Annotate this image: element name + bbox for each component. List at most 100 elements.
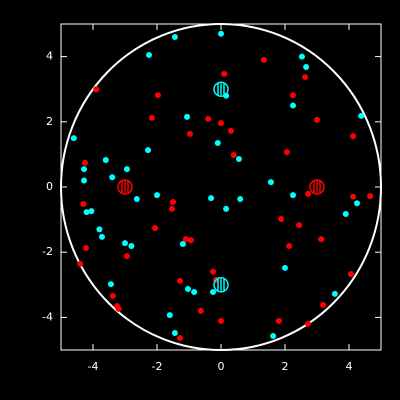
point xyxy=(179,241,186,248)
point xyxy=(347,271,354,278)
x-tick-label: -2 xyxy=(152,360,163,373)
point xyxy=(227,127,234,134)
point xyxy=(298,53,305,60)
point xyxy=(109,174,116,181)
point xyxy=(218,30,224,37)
point xyxy=(278,215,285,222)
point xyxy=(208,195,215,202)
point xyxy=(102,156,109,163)
point xyxy=(282,264,288,271)
point xyxy=(93,86,100,93)
point xyxy=(80,200,87,207)
x-tick-label: 0 xyxy=(218,360,225,373)
point xyxy=(184,113,191,120)
point xyxy=(305,320,312,327)
point xyxy=(302,74,309,81)
special-marker xyxy=(213,277,229,293)
point xyxy=(191,288,198,295)
point xyxy=(320,302,327,309)
point xyxy=(270,332,277,339)
point xyxy=(205,115,212,122)
point xyxy=(223,205,230,212)
point xyxy=(82,244,89,251)
point xyxy=(303,64,310,71)
point xyxy=(318,236,325,243)
point xyxy=(331,290,338,297)
point xyxy=(154,192,160,199)
point xyxy=(182,236,189,243)
point xyxy=(350,133,357,140)
point xyxy=(283,149,290,156)
plot-frame xyxy=(60,23,382,351)
y-tick-label: -4 xyxy=(42,310,53,323)
point xyxy=(83,209,90,216)
point xyxy=(77,260,84,267)
point xyxy=(146,51,152,58)
point xyxy=(275,317,282,324)
point xyxy=(177,277,184,284)
point xyxy=(128,243,135,250)
point xyxy=(290,92,296,99)
point xyxy=(109,292,116,299)
point xyxy=(314,116,320,123)
point xyxy=(218,120,224,127)
point xyxy=(82,159,88,166)
point xyxy=(367,193,374,200)
y-tick-label: -2 xyxy=(42,245,53,258)
point xyxy=(133,196,140,203)
point xyxy=(290,192,296,199)
point xyxy=(154,92,161,99)
y-tick-label: 2 xyxy=(46,115,53,128)
special-marker xyxy=(309,179,325,195)
point xyxy=(197,307,204,314)
point xyxy=(152,225,159,232)
point xyxy=(350,193,357,200)
point xyxy=(96,226,103,233)
point xyxy=(237,196,244,203)
point xyxy=(210,268,216,275)
point xyxy=(122,240,128,247)
point xyxy=(286,243,293,250)
point xyxy=(123,253,130,260)
x-tick-label: 2 xyxy=(282,360,289,373)
point xyxy=(107,281,114,288)
point xyxy=(305,190,312,197)
point xyxy=(70,135,77,142)
point xyxy=(169,205,176,212)
point xyxy=(148,114,155,121)
y-tick-label: 4 xyxy=(46,50,53,63)
point xyxy=(170,198,176,205)
point xyxy=(221,70,228,77)
x-tick-label: -4 xyxy=(88,360,99,373)
point xyxy=(358,112,365,119)
point xyxy=(230,152,237,159)
point xyxy=(290,102,296,109)
special-marker xyxy=(117,179,133,195)
point xyxy=(354,200,360,207)
point xyxy=(235,155,242,162)
point xyxy=(145,147,152,154)
point xyxy=(342,211,349,218)
point xyxy=(98,233,105,240)
point xyxy=(166,312,173,319)
point xyxy=(214,139,221,146)
point xyxy=(218,317,224,324)
point xyxy=(267,179,274,186)
point xyxy=(115,305,122,312)
point xyxy=(210,288,216,295)
point xyxy=(186,130,193,137)
boundary-circle xyxy=(60,23,382,351)
point xyxy=(187,237,194,244)
point xyxy=(185,286,192,293)
point xyxy=(81,166,88,173)
point xyxy=(88,208,95,215)
point xyxy=(260,56,267,63)
point xyxy=(296,222,303,229)
point xyxy=(177,334,184,341)
point xyxy=(171,330,178,337)
point xyxy=(171,34,178,41)
point xyxy=(123,166,130,173)
y-tick-label: 0 xyxy=(46,180,53,193)
